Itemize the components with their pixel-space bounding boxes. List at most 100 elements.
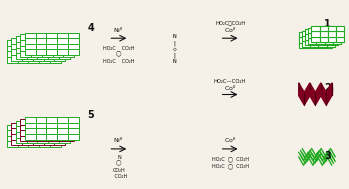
Bar <box>20 136 31 141</box>
Bar <box>22 134 33 139</box>
Bar <box>20 119 31 125</box>
Bar <box>7 51 17 57</box>
Bar <box>33 38 44 44</box>
Bar <box>48 48 59 53</box>
Bar <box>33 123 44 128</box>
Bar <box>68 38 79 44</box>
Bar <box>44 139 54 145</box>
Bar <box>27 53 37 59</box>
Bar <box>64 125 74 130</box>
Bar <box>44 38 54 44</box>
Bar <box>20 46 31 51</box>
Bar <box>330 40 338 45</box>
Bar <box>320 26 328 31</box>
Bar <box>333 38 341 43</box>
Bar <box>54 128 65 134</box>
Bar <box>321 29 330 34</box>
Bar <box>53 130 64 136</box>
Bar <box>20 130 31 136</box>
Bar <box>327 31 335 36</box>
Bar <box>64 136 74 141</box>
Bar <box>39 40 50 46</box>
Bar <box>36 44 46 50</box>
Bar <box>315 37 324 43</box>
Bar <box>59 53 70 59</box>
Bar <box>50 141 61 147</box>
Bar <box>324 37 332 43</box>
Bar <box>68 134 79 139</box>
Bar <box>59 126 70 132</box>
Bar <box>11 134 22 139</box>
Bar <box>59 36 70 42</box>
Bar <box>25 38 36 44</box>
Bar <box>17 40 28 46</box>
Bar <box>48 132 59 138</box>
Bar <box>17 51 28 57</box>
Bar <box>324 32 332 37</box>
Bar <box>33 50 44 55</box>
Bar <box>48 36 59 42</box>
Bar <box>39 51 50 57</box>
Bar <box>318 31 327 36</box>
Bar <box>28 46 39 51</box>
Bar <box>17 46 28 51</box>
Bar <box>20 40 31 46</box>
Bar <box>50 125 61 130</box>
Bar <box>64 40 74 46</box>
Bar <box>17 141 28 147</box>
Bar <box>318 36 327 41</box>
Bar <box>7 40 17 46</box>
Bar <box>42 125 53 130</box>
Bar <box>46 44 57 50</box>
Bar <box>53 40 64 46</box>
Bar <box>46 123 57 128</box>
Bar <box>327 36 335 41</box>
Bar <box>39 141 50 147</box>
Bar <box>37 132 48 138</box>
Bar <box>44 44 54 50</box>
Bar <box>68 50 79 55</box>
Bar <box>57 50 68 55</box>
Text: N
◯
CO₂H
   CO₂H: N ◯ CO₂H CO₂H <box>110 155 127 179</box>
Bar <box>44 134 54 139</box>
Bar <box>54 139 65 145</box>
Bar <box>330 34 338 40</box>
Bar <box>16 132 27 138</box>
Bar <box>68 117 79 123</box>
Bar <box>39 136 50 141</box>
Bar <box>50 136 61 141</box>
Bar <box>308 38 317 43</box>
Bar <box>37 36 48 42</box>
Bar <box>307 43 315 48</box>
Bar <box>53 34 64 40</box>
Bar <box>7 136 17 141</box>
Bar <box>68 44 79 50</box>
Bar <box>325 33 333 38</box>
Bar <box>17 125 28 130</box>
Bar <box>54 50 65 55</box>
Bar <box>31 130 42 136</box>
Bar <box>31 46 42 51</box>
Bar <box>315 43 324 48</box>
Bar <box>36 134 46 139</box>
Bar <box>307 37 315 43</box>
Bar <box>39 130 50 136</box>
Bar <box>28 141 39 147</box>
Bar <box>27 48 37 53</box>
Bar <box>25 44 36 50</box>
Bar <box>44 123 54 128</box>
Bar <box>54 134 65 139</box>
Bar <box>42 136 53 141</box>
Text: 4: 4 <box>88 23 94 33</box>
Bar <box>31 34 42 40</box>
Bar <box>16 138 27 143</box>
Bar <box>336 37 344 42</box>
Bar <box>39 125 50 130</box>
Bar <box>7 130 17 136</box>
Text: Co$^{II}$: Co$^{II}$ <box>224 84 237 93</box>
Bar <box>20 51 31 57</box>
Bar <box>27 138 37 143</box>
Bar <box>46 33 57 38</box>
Bar <box>7 141 17 147</box>
Bar <box>36 117 46 123</box>
